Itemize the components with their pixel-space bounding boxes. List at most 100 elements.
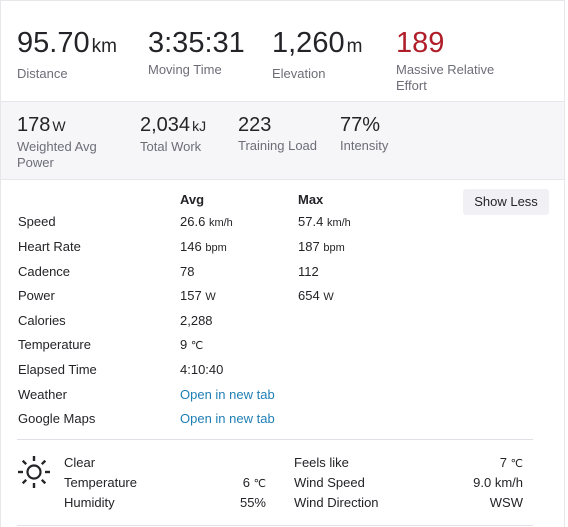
- stat-weighted-power-value: 178: [17, 114, 51, 136]
- wind-direction-value: WSW: [489, 495, 523, 510]
- stat-relative-effort[interactable]: 189 Massive Relative Effort: [396, 27, 526, 94]
- metric-max-value: 187: [298, 239, 320, 254]
- metric-row-heart-rate: Heart Rate 146 bpm 187 bpm: [1, 235, 564, 259]
- stat-relative-effort-value: 189: [396, 27, 445, 59]
- metric-avg-value: 78: [180, 264, 195, 279]
- stat-total-work: 2,034 kJ Total Work: [140, 113, 206, 155]
- stat-elevation-unit: m: [346, 36, 363, 57]
- stat-elevation-value: 1,260: [272, 27, 345, 59]
- metric-row-calories: Calories 2,288: [1, 309, 564, 333]
- metric-avg-value: 26.6: [180, 214, 206, 229]
- google-maps-open-link[interactable]: Open in new tab: [180, 411, 275, 426]
- metric-avg-value: 157: [180, 288, 202, 303]
- metric-avg-value: 146: [180, 239, 202, 254]
- metric-avg-unit: km/h: [208, 217, 233, 229]
- humidity-label: Humidity: [64, 495, 115, 510]
- feels-like-label: Feels like: [294, 455, 349, 470]
- stat-elevation-label: Elevation: [272, 66, 326, 81]
- metric-max: 57.4 km/h: [298, 210, 351, 235]
- metric-name: Weather: [18, 387, 67, 402]
- metric-row-elapsed-time: Elapsed Time 4:10:40: [1, 358, 564, 382]
- weather-row-1: Clear Feels like 7 ℃: [1, 453, 564, 473]
- stat-total-work-label: Total Work: [140, 139, 202, 154]
- metric-row-cadence: Cadence 78 112: [1, 260, 564, 284]
- show-less-button[interactable]: Show Less: [463, 189, 549, 215]
- metric-row-weather: Weather Open in new tab: [1, 383, 564, 407]
- stat-intensity-value: 77%: [340, 114, 381, 136]
- stat-relative-effort-label: Massive Relative Effort: [396, 62, 495, 93]
- feels-like-number: 7: [499, 455, 508, 470]
- bottom-divider: [17, 525, 533, 526]
- metric-avg-value: 4:10:40: [180, 362, 224, 377]
- metric-name: Speed: [18, 214, 56, 229]
- metric-avg-unit: ℃: [190, 340, 204, 352]
- metric-name: Cadence: [18, 264, 71, 279]
- humidity-value: 55%: [239, 495, 266, 510]
- feels-like-value: 7 ℃: [500, 453, 523, 474]
- stat-distance-label: Distance: [17, 66, 68, 81]
- secondary-stats: 178 W Weighted Avg Power 2,034 kJ Total Wo…: [1, 102, 564, 180]
- metric-name: Google Maps: [18, 411, 96, 426]
- metric-avg: 26.6 km/h: [180, 210, 233, 235]
- weather-row-3: Humidity 55% Wind Direction WSW: [1, 493, 564, 513]
- weather-section: Clear Feels like 7 ℃ Temperature 6 ℃ Win…: [1, 449, 564, 519]
- stat-total-work-value: 2,034: [140, 114, 191, 136]
- metric-max-value: 57.4: [298, 214, 324, 229]
- divider: [17, 439, 533, 440]
- stat-training-load-value: 223: [238, 114, 272, 136]
- metric-row-power: Power 157 W 654 W: [1, 284, 564, 308]
- stat-intensity-label: Intensity: [340, 138, 389, 153]
- wind-direction-label: Wind Direction: [294, 495, 379, 510]
- wind-speed-value: 9.0 km/h: [473, 475, 523, 490]
- weather-temperature-unit: ℃: [253, 478, 266, 490]
- metric-avg: 146 bpm: [180, 235, 227, 260]
- sun-icon: [18, 456, 50, 488]
- weather-temperature-value: 6 ℃: [243, 473, 266, 494]
- stat-moving-time-value: 3:35:31: [148, 27, 245, 59]
- max-column-header: Max: [298, 192, 324, 207]
- metric-name: Calories: [18, 313, 66, 328]
- stat-training-load[interactable]: 223 Training Load: [238, 113, 317, 154]
- stat-distance-value: 95.70: [17, 27, 90, 59]
- metric-max: 187 bpm: [298, 235, 345, 260]
- metric-name: Temperature: [18, 337, 91, 352]
- stat-distance: 95.70 km Distance: [17, 27, 117, 82]
- metric-avg: 157 W: [180, 284, 216, 309]
- metric-max-unit: bpm: [323, 242, 345, 254]
- avg-column-header: Avg: [180, 192, 205, 207]
- metric-avg-value: 9: [180, 337, 188, 352]
- stat-elevation: 1,260 m Elevation: [272, 27, 362, 82]
- metric-max-value: 654: [298, 288, 320, 303]
- metric-max-unit: km/h: [326, 217, 351, 229]
- stat-distance-unit: km: [91, 36, 117, 57]
- metric-row-speed: Speed 26.6 km/h 57.4 km/h: [1, 210, 564, 234]
- metric-avg-value: 2,288: [180, 313, 213, 328]
- metric-row-temperature: Temperature 9 ℃: [1, 333, 564, 357]
- primary-stats: 95.70 km Distance 3:35:31 Moving Time 1,2…: [1, 1, 564, 102]
- metric-name: Power: [18, 288, 55, 303]
- metric-avg: 9 ℃: [180, 333, 203, 358]
- stat-weighted-power-label: Weighted Avg Power: [17, 139, 97, 170]
- metric-avg-unit: bpm: [205, 242, 227, 254]
- metric-row-google-maps: Google Maps Open in new tab: [1, 407, 564, 431]
- feels-like-unit: ℃: [510, 458, 523, 470]
- metric-max-value: 112: [298, 264, 319, 279]
- weather-temperature-label: Temperature: [64, 475, 137, 490]
- metric-max: 654 W: [298, 284, 334, 309]
- metric-name: Heart Rate: [18, 239, 81, 254]
- stat-weighted-power-unit: W: [52, 118, 66, 134]
- stat-moving-time-label: Moving Time: [148, 62, 222, 77]
- stat-weighted-avg-power: 178 W Weighted Avg Power: [17, 113, 127, 171]
- stat-moving-time: 3:35:31 Moving Time: [148, 27, 245, 78]
- metric-name: Elapsed Time: [18, 362, 97, 377]
- stat-training-load-label: Training Load: [238, 138, 318, 153]
- weather-open-link[interactable]: Open in new tab: [180, 387, 275, 402]
- weather-row-2: Temperature 6 ℃ Wind Speed 9.0 km/h: [1, 473, 564, 493]
- stat-total-work-unit: kJ: [192, 118, 207, 134]
- weather-condition: Clear: [64, 455, 96, 470]
- stat-intensity[interactable]: 77% Intensity: [340, 113, 388, 154]
- metric-max-unit: W: [323, 291, 334, 303]
- metric-avg-unit: W: [205, 291, 216, 303]
- weather-temperature-number: 6: [242, 475, 251, 490]
